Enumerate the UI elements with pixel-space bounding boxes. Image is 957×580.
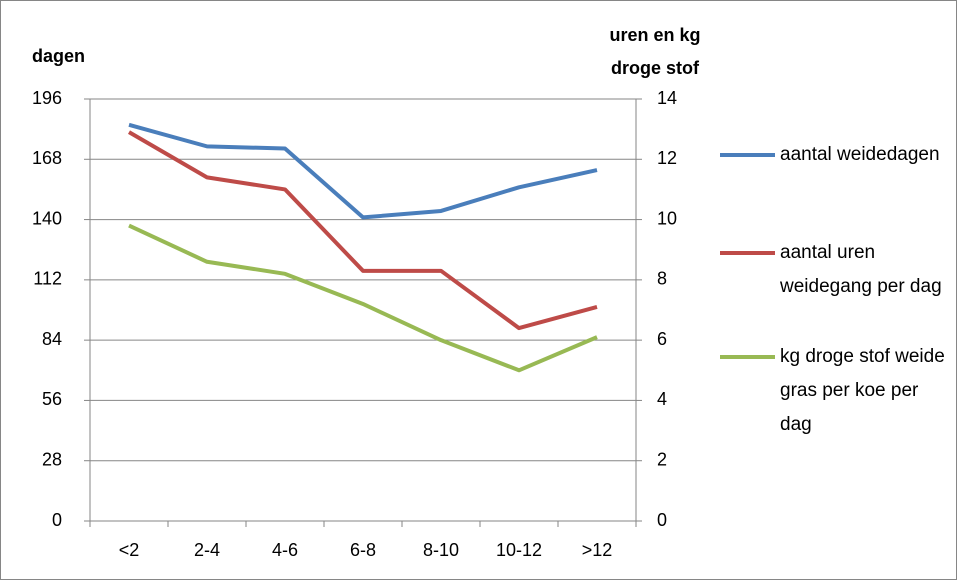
legend-label: kg droge stof weide gras per koe per dag <box>780 346 945 435</box>
x-tick-label: 2-4 <box>194 540 220 560</box>
series-line <box>128 223 598 373</box>
x-tick-label: 4-6 <box>272 540 298 560</box>
y2-tick-label: 12 <box>657 148 677 168</box>
y2-tick-label: 14 <box>657 88 677 108</box>
y-tick-label: 140 <box>32 208 62 228</box>
y2-tick-label: 10 <box>657 208 677 228</box>
x-tick-label: <2 <box>119 540 140 560</box>
y2-tick-label: 8 <box>657 269 667 289</box>
series-line <box>127 130 598 331</box>
y-tick-label: 0 <box>52 510 62 530</box>
y-axis-label: dagen <box>32 46 85 66</box>
y2-tick-label: 2 <box>657 449 667 469</box>
y-tick-label: 168 <box>32 148 62 168</box>
y-tick-label: 196 <box>32 88 62 108</box>
y-tick-label: 84 <box>42 329 62 349</box>
y-tick-label: 112 <box>33 269 62 289</box>
legend-label: aantal uren weidegang per dag <box>780 242 942 297</box>
y2-tick-label: 0 <box>657 510 667 530</box>
x-tick-label: >12 <box>582 540 613 560</box>
y2-tick-label: 4 <box>657 389 667 409</box>
x-tick-label: 10-12 <box>496 540 542 560</box>
y-tick-label: 28 <box>42 449 62 469</box>
y2-axis-label: droge stof <box>611 58 700 78</box>
series-line <box>128 122 598 220</box>
y2-tick-label: 6 <box>657 329 667 349</box>
x-tick-label: 6-8 <box>350 540 376 560</box>
y-tick-label: 56 <box>42 389 62 409</box>
legend-label: aantal weidedagen <box>780 144 940 165</box>
y2-axis-label: uren en kg <box>609 25 700 45</box>
x-tick-label: 8-10 <box>423 540 459 560</box>
